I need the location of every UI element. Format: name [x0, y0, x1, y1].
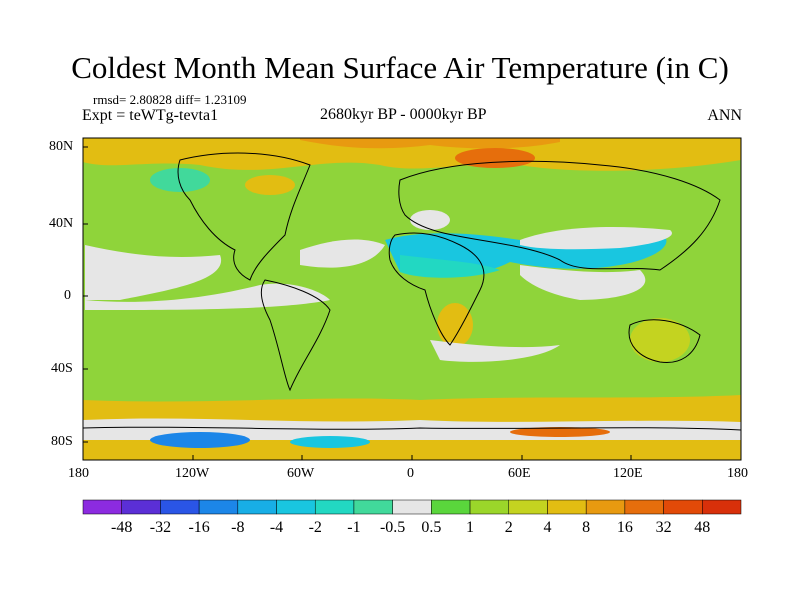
arctic-hot-core [300, 138, 560, 149]
weddell-cool-patch [290, 436, 370, 448]
colorbar-swatch [392, 499, 432, 515]
antarctic-cold-patch [150, 432, 250, 448]
canada-warm-patch [245, 175, 295, 195]
colorbar-swatch [585, 499, 626, 515]
south-indian-neutral [430, 340, 560, 362]
colorbar-label: 2 [504, 519, 513, 536]
x-tick-60w: 60W [287, 466, 315, 481]
stats-text: rmsd= 2.80828 diff= 1.23109 [93, 92, 247, 107]
colorbar-swatch [702, 499, 742, 515]
x-tick-180e: 180 [727, 466, 748, 481]
east-antarctic-hot [510, 427, 610, 437]
asia-neutral-band [520, 227, 672, 250]
colorbar-label: 32 [655, 519, 672, 536]
south-africa-warm [437, 303, 473, 347]
colorbar-swatch [276, 499, 316, 515]
southern-ocean-warm [83, 395, 741, 425]
colorbar-label: 8 [582, 519, 591, 536]
mid-lat-neutral-1 [410, 210, 450, 230]
siberia-hot-spot [455, 148, 535, 168]
y-tick-0: 0 [64, 288, 71, 303]
y-tick-80n: 80N [49, 139, 74, 154]
y-tick-40s: 40S [51, 361, 73, 376]
colorbar-swatch [508, 499, 548, 515]
colorbar-swatch [82, 499, 122, 515]
colorbar-label: -0.5 [379, 519, 406, 536]
colorbar-label: 4 [543, 519, 552, 536]
canada-cool-patch [150, 168, 210, 192]
atlantic-neutral [300, 239, 385, 268]
colorbar-label: -1 [347, 519, 361, 536]
colorbar-label: -48 [111, 519, 133, 536]
australia-outline [628, 319, 701, 364]
colorbar-swatch [469, 499, 510, 515]
colorbar-swatch [160, 499, 200, 515]
australia-warm [630, 318, 690, 362]
map-title: Coldest Month Mean Surface Air Temperatu… [71, 50, 729, 85]
colorbar-swatch [353, 499, 393, 515]
colorbar-label: 0.5 [421, 519, 442, 536]
colorbar-swatch [624, 499, 664, 515]
pacific-neutral-band [85, 245, 222, 300]
antarctica-warm [83, 440, 741, 460]
africa-outline [388, 232, 485, 346]
colorbar-swatch [237, 499, 277, 515]
colorbar-swatch [663, 499, 703, 515]
colorbar-swatch [198, 499, 239, 515]
colorbar-label: -8 [231, 519, 245, 536]
colorbar-swatch [431, 499, 471, 515]
north-america-outline [177, 152, 311, 281]
x-tick-60e: 60E [508, 466, 531, 481]
x-tick-180w: 180 [68, 466, 89, 481]
sahel-cyan [400, 255, 500, 278]
equator-neutral-band [85, 283, 330, 310]
colorbar-label: 1 [466, 519, 475, 536]
x-tick-120w: 120W [175, 466, 210, 481]
coastlines [83, 152, 741, 431]
eurasia-outline [398, 160, 721, 271]
y-tick-80s: 80S [51, 434, 73, 449]
x-tick-120e: 120E [613, 466, 643, 481]
colorbar-label: -2 [308, 519, 322, 536]
indian-ocean-neutral [520, 265, 646, 300]
colorbar-label: -4 [269, 519, 284, 536]
axis-ticks [82, 146, 742, 460]
colorbar [82, 499, 742, 515]
antarctica-outline [83, 426, 741, 431]
y-tick-40n: 40N [49, 216, 74, 231]
experiment-label: Expt = teWTg-tevta1 [82, 107, 219, 124]
x-tick-0: 0 [407, 466, 414, 481]
colorbar-label: -32 [149, 519, 172, 536]
colorbar-label: 48 [694, 519, 711, 536]
season-label: ANN [707, 107, 742, 124]
colorbar-label: -16 [188, 519, 210, 536]
period-label: 2680kyr BP - 0000kyr BP [320, 106, 487, 123]
colorbar-swatch [121, 499, 161, 515]
temperature-field [83, 138, 741, 460]
colorbar-swatch [547, 499, 587, 515]
colorbar-swatch [314, 499, 355, 515]
south-america-outline [260, 279, 331, 392]
colorbar-label: 16 [616, 519, 633, 536]
